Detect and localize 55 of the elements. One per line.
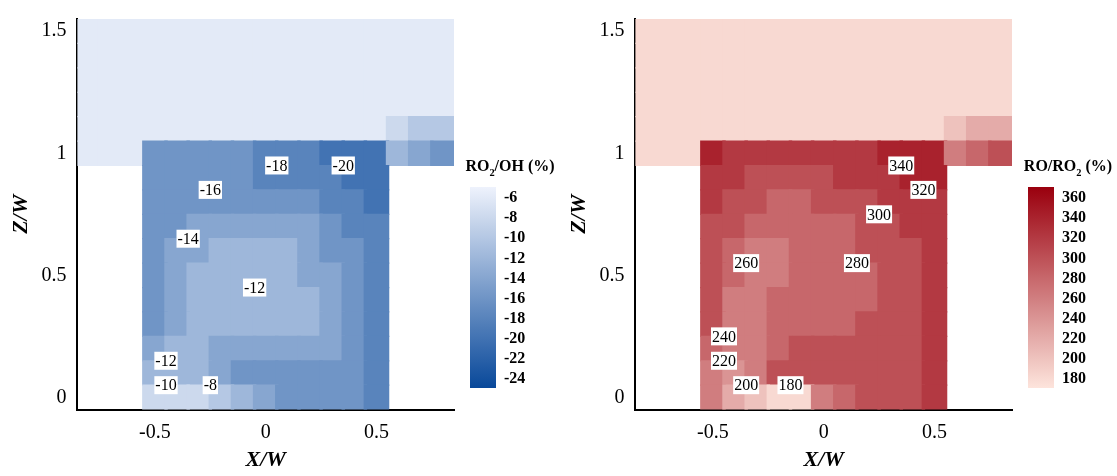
annotation: 240 — [712, 327, 737, 345]
color-bar-label: -22 — [504, 348, 526, 366]
color-bar-label: 320 — [1062, 228, 1086, 246]
color-bar-label: -6 — [504, 188, 518, 206]
y-axis-title: Z/W — [6, 193, 32, 235]
y-tick-label: 0.5 — [41, 262, 67, 285]
x-axis-title: X/W — [802, 446, 846, 472]
x-tick-label: 0.5 — [363, 419, 389, 442]
y-tick-label: 0.5 — [599, 262, 625, 285]
color-bar-label: -12 — [504, 248, 526, 266]
color-bar-label: 180 — [1062, 368, 1086, 386]
annotation: -16 — [199, 181, 221, 199]
annotation: 260 — [734, 254, 759, 272]
color-bar-label: -24 — [504, 368, 526, 386]
annotation: 200 — [734, 376, 759, 394]
y-tick-label: 0 — [56, 384, 67, 407]
y-tick-label: 0 — [614, 384, 625, 407]
annotation: 280 — [844, 254, 869, 272]
color-bar-label: -14 — [504, 268, 526, 286]
color-bar-label: 360 — [1062, 188, 1086, 206]
color-bar-label: -8 — [504, 208, 518, 226]
x-tick-label: 0 — [260, 419, 271, 442]
annotation: 320 — [911, 181, 936, 199]
color-bar-label: 280 — [1062, 268, 1086, 286]
annotation: 300 — [867, 205, 892, 223]
annotation: 180 — [778, 376, 803, 394]
y-tick-label: 1 — [614, 140, 625, 163]
x-axis-title: X/W — [244, 446, 288, 472]
color-bar-label: -20 — [504, 328, 526, 346]
annotation: -18 — [266, 156, 288, 174]
x-tick-label: 0 — [818, 419, 829, 442]
annotation: -12 — [155, 351, 177, 369]
color-bar-label: -18 — [504, 308, 526, 326]
y-tick-label: 1.5 — [599, 18, 625, 41]
y-tick-label: 1.5 — [41, 18, 67, 41]
color-bar-label: 260 — [1062, 288, 1086, 306]
x-tick-label: -0.5 — [697, 419, 729, 442]
color-bar-label: 240 — [1062, 308, 1086, 326]
color-bar-label: -10 — [504, 228, 526, 246]
annotation: -12 — [243, 278, 266, 296]
annotation: 220 — [712, 351, 737, 369]
annotation: 340 — [889, 156, 914, 174]
color-bar-label: 340 — [1062, 208, 1086, 226]
color-bar-label: -16 — [504, 288, 526, 306]
color-bar-label: 300 — [1062, 248, 1086, 266]
y-axis-title: Z/W — [564, 193, 590, 235]
annotation: -10 — [155, 376, 177, 394]
x-tick-label: -0.5 — [139, 419, 171, 442]
annotation: -20 — [332, 156, 354, 174]
color-bar-label: 200 — [1062, 348, 1086, 366]
y-tick-label: 1 — [56, 140, 67, 163]
x-tick-label: 0.5 — [921, 419, 947, 442]
annotation: -8 — [203, 376, 217, 394]
annotation: -14 — [177, 229, 199, 247]
color-bar-label: 220 — [1062, 328, 1086, 346]
